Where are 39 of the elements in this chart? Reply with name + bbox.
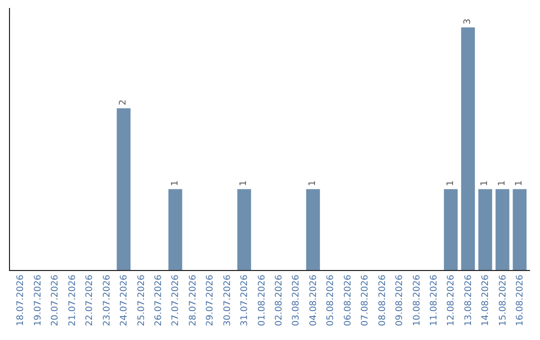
x-tick-label: 04.08.2026 bbox=[308, 274, 319, 326]
x-tick-label: 01.08.2026 bbox=[257, 274, 268, 326]
x-tick-label: 27.07.2026 bbox=[171, 274, 182, 326]
data-label: 1 bbox=[497, 180, 508, 186]
x-tick-label: 22.07.2026 bbox=[85, 274, 96, 326]
x-tick-label: 19.07.2026 bbox=[33, 274, 44, 326]
x-tick-label: 30.07.2026 bbox=[222, 274, 233, 326]
x-tick-label: 06.08.2026 bbox=[343, 274, 354, 326]
data-label: 1 bbox=[480, 180, 490, 186]
x-tick-label: 29.07.2026 bbox=[206, 274, 216, 326]
data-label: 1 bbox=[446, 180, 456, 186]
x-tick-label: 09.08.2026 bbox=[395, 274, 406, 326]
x-tick-label: 08.08.2026 bbox=[378, 274, 388, 326]
x-tick-label: 16.08.2026 bbox=[516, 274, 526, 326]
x-tick-label: 31.07.2026 bbox=[240, 274, 250, 326]
x-tick-label: 15.08.2026 bbox=[498, 274, 508, 326]
x-tick-label: 21.07.2026 bbox=[68, 274, 78, 326]
data-label: 1 bbox=[308, 180, 318, 186]
x-tick-label: 28.07.2026 bbox=[188, 274, 198, 326]
x-tick-label: 14.08.2026 bbox=[481, 274, 492, 326]
x-tick-label: 07.08.2026 bbox=[360, 274, 371, 326]
x-tick-label: 11.08.2026 bbox=[430, 274, 440, 326]
x-tick-label: 20.07.2026 bbox=[50, 274, 61, 326]
data-label: 1 bbox=[239, 180, 250, 186]
x-tick-label: 18.07.2026 bbox=[16, 274, 26, 326]
x-tick-label: 26.07.2026 bbox=[154, 274, 164, 326]
x-tick-label: 03.08.2026 bbox=[292, 274, 302, 326]
data-label: 1 bbox=[514, 180, 525, 186]
x-tick-label: 24.07.2026 bbox=[120, 274, 130, 326]
x-tick-label: 02.08.2026 bbox=[274, 274, 285, 326]
x-tick-label: 25.07.2026 bbox=[136, 274, 147, 326]
x-tick-label: 23.07.2026 bbox=[102, 274, 112, 326]
data-label: 3 bbox=[463, 18, 474, 24]
x-tick-label: 05.08.2026 bbox=[326, 274, 336, 326]
x-tick-label: 13.08.2026 bbox=[464, 274, 474, 326]
data-label: 2 bbox=[118, 100, 129, 106]
x-tick-label: 10.08.2026 bbox=[412, 274, 422, 326]
x-tick-label: 12.08.2026 bbox=[446, 274, 457, 326]
data-label: 1 bbox=[170, 180, 180, 186]
